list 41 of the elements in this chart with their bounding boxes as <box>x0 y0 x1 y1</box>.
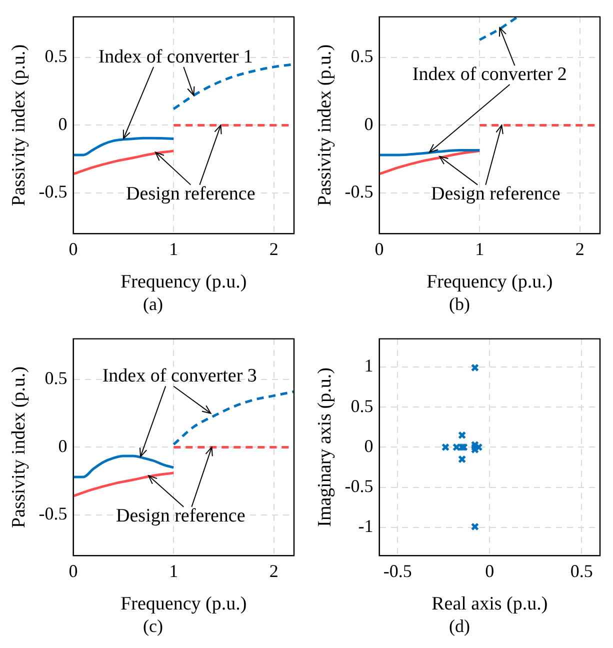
y-tick-label: 0 <box>58 436 68 456</box>
x-axis-title: Frequency (p.u.) <box>120 594 247 615</box>
y-tick-label: 0.5 <box>44 46 68 66</box>
y-tick-label: 0 <box>364 114 374 134</box>
text: (a) <box>142 294 164 315</box>
annotation: Index of converter 3 <box>102 366 257 387</box>
y-axis-title: Passivity index (p.u.) <box>8 44 30 206</box>
y-tick-label: -0.5 <box>344 476 374 496</box>
x-tick-label: 1 <box>475 239 484 260</box>
text: (c) <box>142 616 164 637</box>
x-axis-title: Real axis (p.u.) <box>432 594 548 615</box>
x-axis-title: Frequency (p.u.) <box>120 272 247 293</box>
annotation: Index of converter 2 <box>412 64 567 86</box>
x-tick-label: -0.5 <box>383 561 412 582</box>
y-tick-label: 0 <box>58 114 68 134</box>
x-tick-label: 1 <box>169 561 178 582</box>
y-axis-title: Imaginary axis (p.u.) <box>314 368 336 527</box>
y-tick-label: 0 <box>364 436 374 456</box>
annotation: Design reference <box>126 183 256 204</box>
x-tick-label: 1 <box>169 239 178 260</box>
y-tick-label: 0.5 <box>350 396 374 416</box>
y-tick-label: -0.5 <box>38 504 68 524</box>
y-tick-label: -0.5 <box>38 182 68 202</box>
y-tick-label: -0.5 <box>344 182 374 202</box>
x-tick-label: 0.5 <box>570 561 593 582</box>
y-axis-title: Passivity index (p.u.) <box>8 366 30 528</box>
y-tick-label: 1 <box>364 356 374 376</box>
text: (b) <box>448 294 471 315</box>
y-tick-label: -1 <box>358 516 374 536</box>
text: (d) <box>448 616 471 637</box>
annotation: Design reference <box>116 505 246 526</box>
x-tick-label: 0 <box>485 561 494 582</box>
x-axis-title: Frequency (p.u.) <box>426 272 553 293</box>
x-tick-label: 2 <box>269 239 278 260</box>
annotation: Index of converter 1 <box>98 46 253 68</box>
x-tick-label: 2 <box>575 239 584 260</box>
y-axis-title: Passivity index (p.u.) <box>314 44 336 206</box>
y-tick-label: 0.5 <box>350 46 374 66</box>
y-tick-label: 0.5 <box>44 368 68 388</box>
annotation: Design reference <box>431 183 560 204</box>
x-tick-label: 2 <box>269 561 278 582</box>
